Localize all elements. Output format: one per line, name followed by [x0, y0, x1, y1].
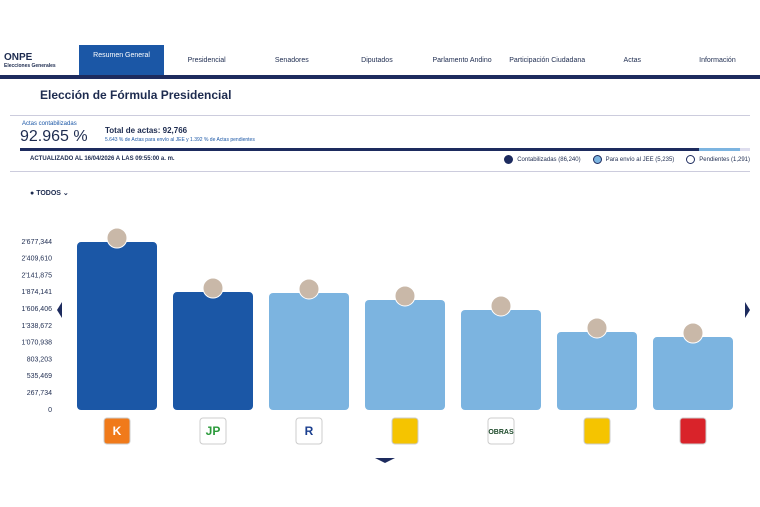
page-title: Elección de Fórmula Presidencial [40, 88, 232, 102]
legend-item: Para envío al JEE (5,235) [593, 155, 675, 164]
nav-item[interactable]: Senadores [274, 56, 309, 64]
filter-label[interactable]: TODOS [36, 190, 61, 197]
party-logo [583, 417, 611, 445]
y-tick-label: 2'677,344 [21, 239, 52, 246]
nav-item[interactable]: Resumen General [79, 45, 165, 75]
candidate-photo [490, 295, 512, 317]
progress-bar [20, 148, 750, 151]
party-logo [199, 417, 227, 445]
bar [365, 300, 445, 410]
candidate-photo [106, 227, 128, 249]
y-tick-label: 803,203 [27, 356, 52, 363]
summary-box: Actas contabilizadas 92.965 % Total de a… [10, 115, 750, 172]
bar [77, 242, 157, 410]
candidate-photo [202, 277, 224, 299]
filter[interactable]: ● TODOS ⌄ [30, 190, 69, 197]
party-logo [103, 417, 131, 445]
nav-item[interactable]: Presidencial [187, 56, 226, 64]
nav-item[interactable]: Parlamento Andino [432, 56, 492, 64]
brand-name: ONPE [4, 51, 33, 63]
bar [269, 292, 349, 410]
progress-segment [20, 148, 699, 151]
party-logo [487, 417, 515, 445]
bar [173, 292, 253, 410]
bar [557, 332, 637, 410]
nav-item[interactable]: Actas [623, 56, 642, 64]
y-tick-label: 1'874,141 [21, 289, 52, 296]
progress-segment [698, 148, 740, 151]
bar [461, 309, 541, 410]
party-logo [679, 417, 707, 445]
y-tick-label: 267,734 [27, 390, 52, 397]
nav-item[interactable]: Participación Ciudadana [509, 56, 586, 64]
legend-item: Pendientes (1,291) [686, 155, 750, 164]
updated: ACTUALIZADO AL 16/04/2026 A LAS 09:55:00… [30, 156, 175, 162]
y-tick-label: 2'141,875 [21, 272, 52, 279]
candidate-photo [298, 278, 320, 300]
party-label: JP [206, 424, 221, 438]
nav-item[interactable]: Información [699, 56, 736, 64]
nav-item[interactable]: Diputados [361, 56, 393, 64]
legend-item: Contabilizadas (86,240) [504, 155, 580, 164]
candidate-photo [394, 285, 416, 307]
y-tick-label: 1'338,672 [21, 323, 52, 330]
y-tick-label: 1'070,938 [21, 340, 52, 347]
election-name: Elecciones Generales [4, 62, 56, 69]
total: Total de actas: 92,766 [105, 126, 188, 135]
party-logo [391, 417, 419, 445]
legend: Contabilizadas (86,240) Para envío al JEE… [504, 155, 750, 164]
caption: Actas contabilizadas [22, 121, 77, 127]
party-logo [295, 417, 323, 445]
y-tick-label: 2'409,610 [21, 256, 52, 263]
y-tick-label: 1'606,406 [21, 306, 52, 313]
party-label: OBRAS [488, 429, 514, 436]
candidate-photo [586, 317, 608, 339]
y-tick-label: 0 [48, 407, 52, 414]
y-tick-label: 535,469 [27, 373, 52, 380]
percent: 92.965 % [20, 128, 88, 145]
party-label: K [113, 424, 122, 438]
party-label: R [305, 424, 314, 438]
detail: 5.643 % de Actas para envío al JEE y 1.3… [105, 137, 255, 143]
nav-bar: ONPE Elecciones Generales Resumen General… [0, 45, 760, 79]
brand: ONPE Elecciones Generales [0, 52, 79, 69]
candidate-photo [682, 322, 704, 344]
bar [653, 337, 733, 410]
